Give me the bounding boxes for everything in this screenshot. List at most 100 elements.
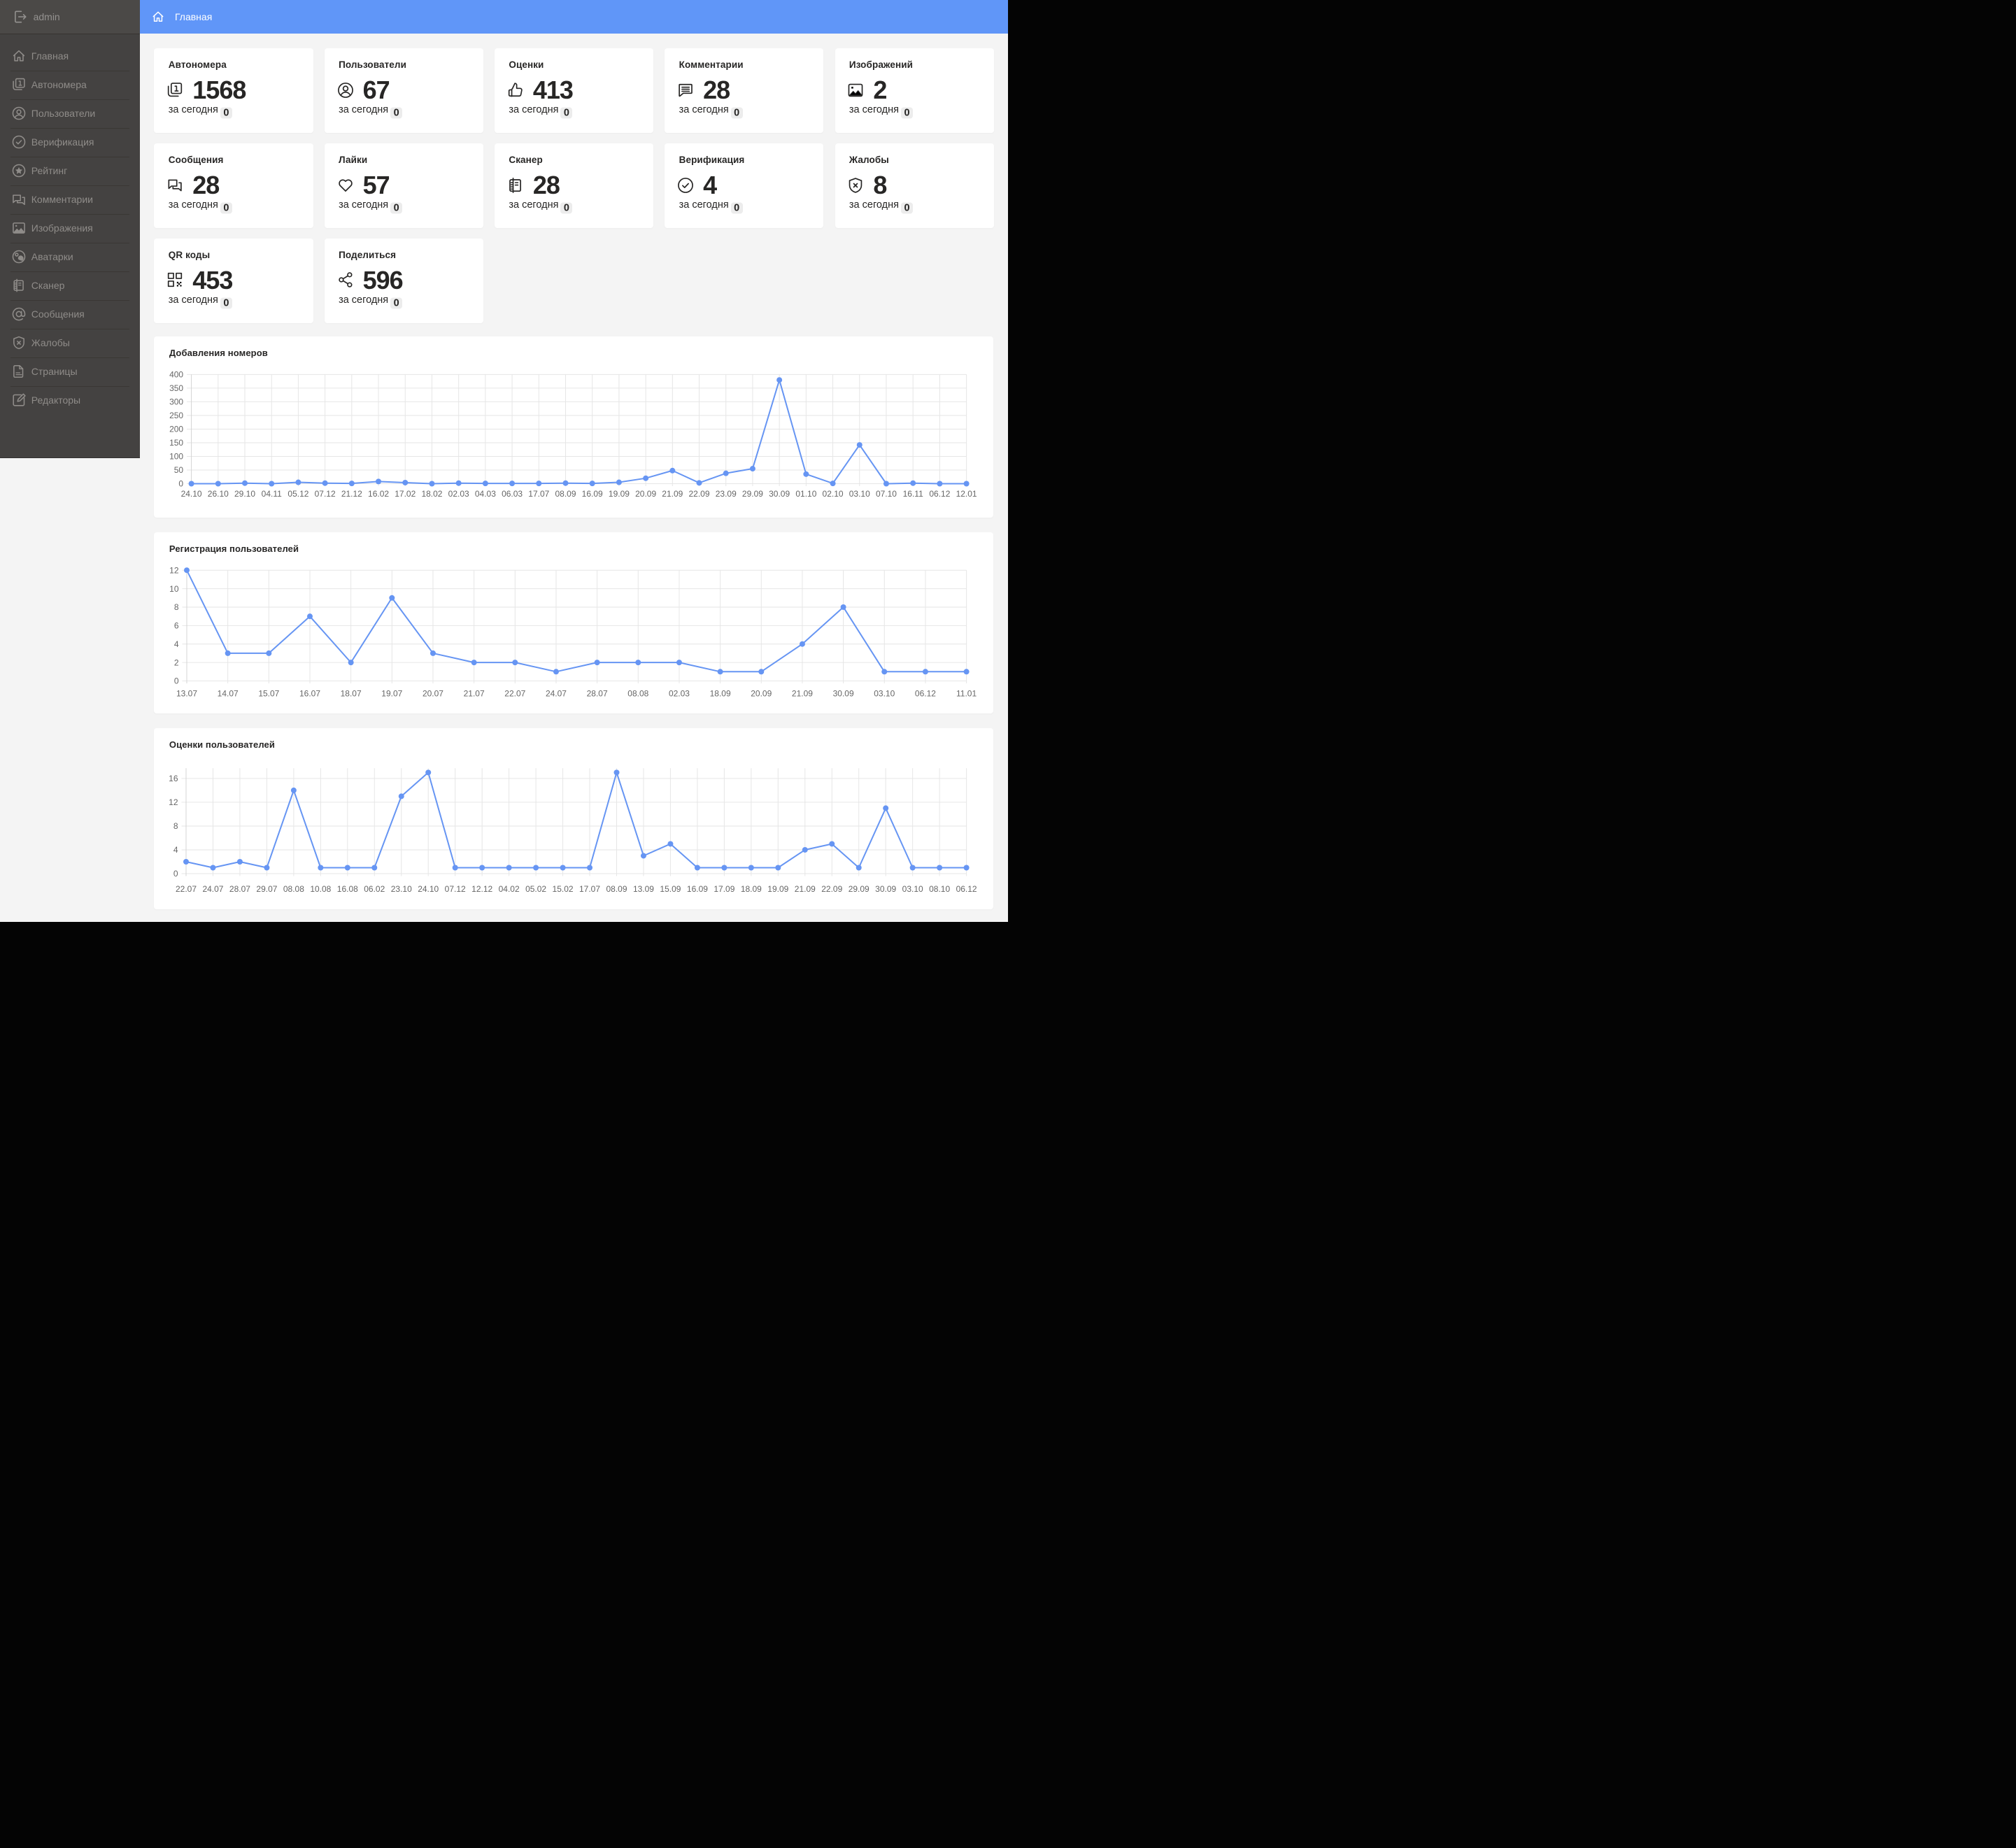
svg-text:21.12: 21.12 bbox=[341, 489, 362, 499]
svg-text:29.09: 29.09 bbox=[742, 489, 763, 499]
svg-text:17.09: 17.09 bbox=[714, 884, 735, 894]
svg-text:13.09: 13.09 bbox=[633, 884, 654, 894]
svg-text:11.01: 11.01 bbox=[956, 688, 977, 698]
svg-text:05.02: 05.02 bbox=[525, 884, 546, 894]
svg-text:05.12: 05.12 bbox=[288, 489, 309, 499]
svg-text:02.03: 02.03 bbox=[448, 489, 469, 499]
svg-text:300: 300 bbox=[169, 397, 183, 406]
svg-text:18.02: 18.02 bbox=[422, 489, 443, 499]
svg-text:18.09: 18.09 bbox=[741, 884, 762, 894]
svg-text:0: 0 bbox=[174, 676, 179, 686]
svg-text:28.07: 28.07 bbox=[229, 884, 250, 894]
svg-text:17.02: 17.02 bbox=[395, 489, 416, 499]
svg-text:28.07: 28.07 bbox=[587, 688, 608, 698]
svg-text:16.08: 16.08 bbox=[337, 884, 358, 894]
svg-text:06.12: 06.12 bbox=[930, 489, 951, 499]
svg-text:21.09: 21.09 bbox=[792, 688, 813, 698]
svg-text:30.09: 30.09 bbox=[769, 489, 790, 499]
svg-text:8: 8 bbox=[173, 821, 178, 831]
svg-text:06.03: 06.03 bbox=[502, 489, 523, 499]
svg-text:04.03: 04.03 bbox=[475, 489, 496, 499]
svg-text:19.09: 19.09 bbox=[609, 489, 630, 499]
svg-text:16: 16 bbox=[169, 774, 179, 783]
svg-text:14.07: 14.07 bbox=[218, 688, 239, 698]
svg-text:24.10: 24.10 bbox=[181, 489, 202, 499]
svg-text:21.09: 21.09 bbox=[662, 489, 683, 499]
svg-text:08.10: 08.10 bbox=[930, 884, 951, 894]
svg-text:15.02: 15.02 bbox=[553, 884, 574, 894]
svg-text:22.09: 22.09 bbox=[689, 489, 710, 499]
svg-text:22.07: 22.07 bbox=[176, 884, 197, 894]
svg-text:15.09: 15.09 bbox=[660, 884, 681, 894]
svg-text:24.10: 24.10 bbox=[418, 884, 439, 894]
svg-text:250: 250 bbox=[169, 411, 183, 420]
svg-text:12: 12 bbox=[169, 797, 179, 807]
svg-text:08.08: 08.08 bbox=[628, 688, 649, 698]
svg-text:200: 200 bbox=[169, 424, 183, 434]
svg-text:24.07: 24.07 bbox=[546, 688, 567, 698]
svg-text:24.07: 24.07 bbox=[203, 884, 224, 894]
svg-text:02.03: 02.03 bbox=[669, 688, 690, 698]
svg-text:04.02: 04.02 bbox=[499, 884, 520, 894]
svg-text:13.07: 13.07 bbox=[176, 688, 197, 698]
svg-text:23.09: 23.09 bbox=[716, 489, 737, 499]
svg-text:350: 350 bbox=[169, 383, 183, 393]
svg-text:50: 50 bbox=[174, 465, 184, 475]
svg-text:03.10: 03.10 bbox=[902, 884, 923, 894]
svg-text:16.07: 16.07 bbox=[299, 688, 320, 698]
svg-text:4: 4 bbox=[173, 845, 178, 855]
svg-text:03.10: 03.10 bbox=[849, 489, 870, 499]
svg-text:21.07: 21.07 bbox=[464, 688, 485, 698]
svg-text:08.08: 08.08 bbox=[283, 884, 304, 894]
svg-text:12: 12 bbox=[170, 565, 180, 575]
svg-text:19.09: 19.09 bbox=[768, 884, 789, 894]
svg-text:07.10: 07.10 bbox=[876, 489, 897, 499]
svg-text:04.11: 04.11 bbox=[262, 489, 282, 499]
svg-text:30.09: 30.09 bbox=[833, 688, 854, 698]
svg-text:18.07: 18.07 bbox=[341, 688, 362, 698]
svg-text:12.01: 12.01 bbox=[956, 489, 977, 499]
svg-text:21.09: 21.09 bbox=[795, 884, 816, 894]
svg-text:0: 0 bbox=[179, 479, 184, 489]
svg-text:6: 6 bbox=[174, 620, 179, 630]
svg-text:16.09: 16.09 bbox=[687, 884, 708, 894]
svg-text:16.02: 16.02 bbox=[368, 489, 389, 499]
svg-text:2: 2 bbox=[174, 658, 179, 667]
svg-text:30.09: 30.09 bbox=[876, 884, 897, 894]
svg-text:0: 0 bbox=[173, 869, 178, 879]
svg-text:07.12: 07.12 bbox=[315, 489, 336, 499]
svg-text:29.07: 29.07 bbox=[257, 884, 278, 894]
svg-text:01.10: 01.10 bbox=[796, 489, 817, 499]
svg-text:4: 4 bbox=[174, 639, 179, 649]
svg-text:400: 400 bbox=[169, 369, 183, 379]
svg-text:10: 10 bbox=[170, 584, 180, 594]
svg-text:02.10: 02.10 bbox=[823, 489, 844, 499]
svg-text:18.09: 18.09 bbox=[710, 688, 731, 698]
svg-text:20.07: 20.07 bbox=[423, 688, 443, 698]
svg-text:17.07: 17.07 bbox=[579, 884, 600, 894]
svg-text:03.10: 03.10 bbox=[874, 688, 895, 698]
svg-text:17.07: 17.07 bbox=[529, 489, 550, 499]
svg-text:20.09: 20.09 bbox=[635, 489, 656, 499]
svg-text:12.12: 12.12 bbox=[472, 884, 493, 894]
svg-text:22.07: 22.07 bbox=[505, 688, 526, 698]
svg-text:29.09: 29.09 bbox=[849, 884, 869, 894]
svg-text:08.09: 08.09 bbox=[555, 489, 576, 499]
svg-text:16.09: 16.09 bbox=[582, 489, 603, 499]
svg-text:07.12: 07.12 bbox=[445, 884, 466, 894]
svg-text:10.08: 10.08 bbox=[311, 884, 332, 894]
svg-text:08.09: 08.09 bbox=[606, 884, 627, 894]
svg-text:06.12: 06.12 bbox=[915, 688, 936, 698]
svg-text:22.09: 22.09 bbox=[822, 884, 843, 894]
svg-text:26.10: 26.10 bbox=[208, 489, 229, 499]
svg-text:06.02: 06.02 bbox=[364, 884, 385, 894]
svg-text:06.12: 06.12 bbox=[956, 884, 977, 894]
svg-text:23.10: 23.10 bbox=[391, 884, 412, 894]
svg-text:100: 100 bbox=[169, 452, 183, 462]
svg-text:8: 8 bbox=[174, 602, 179, 612]
svg-text:15.07: 15.07 bbox=[259, 688, 280, 698]
svg-text:29.10: 29.10 bbox=[234, 489, 255, 499]
svg-text:16.11: 16.11 bbox=[903, 489, 923, 499]
svg-text:19.07: 19.07 bbox=[382, 688, 403, 698]
svg-text:20.09: 20.09 bbox=[751, 688, 772, 698]
